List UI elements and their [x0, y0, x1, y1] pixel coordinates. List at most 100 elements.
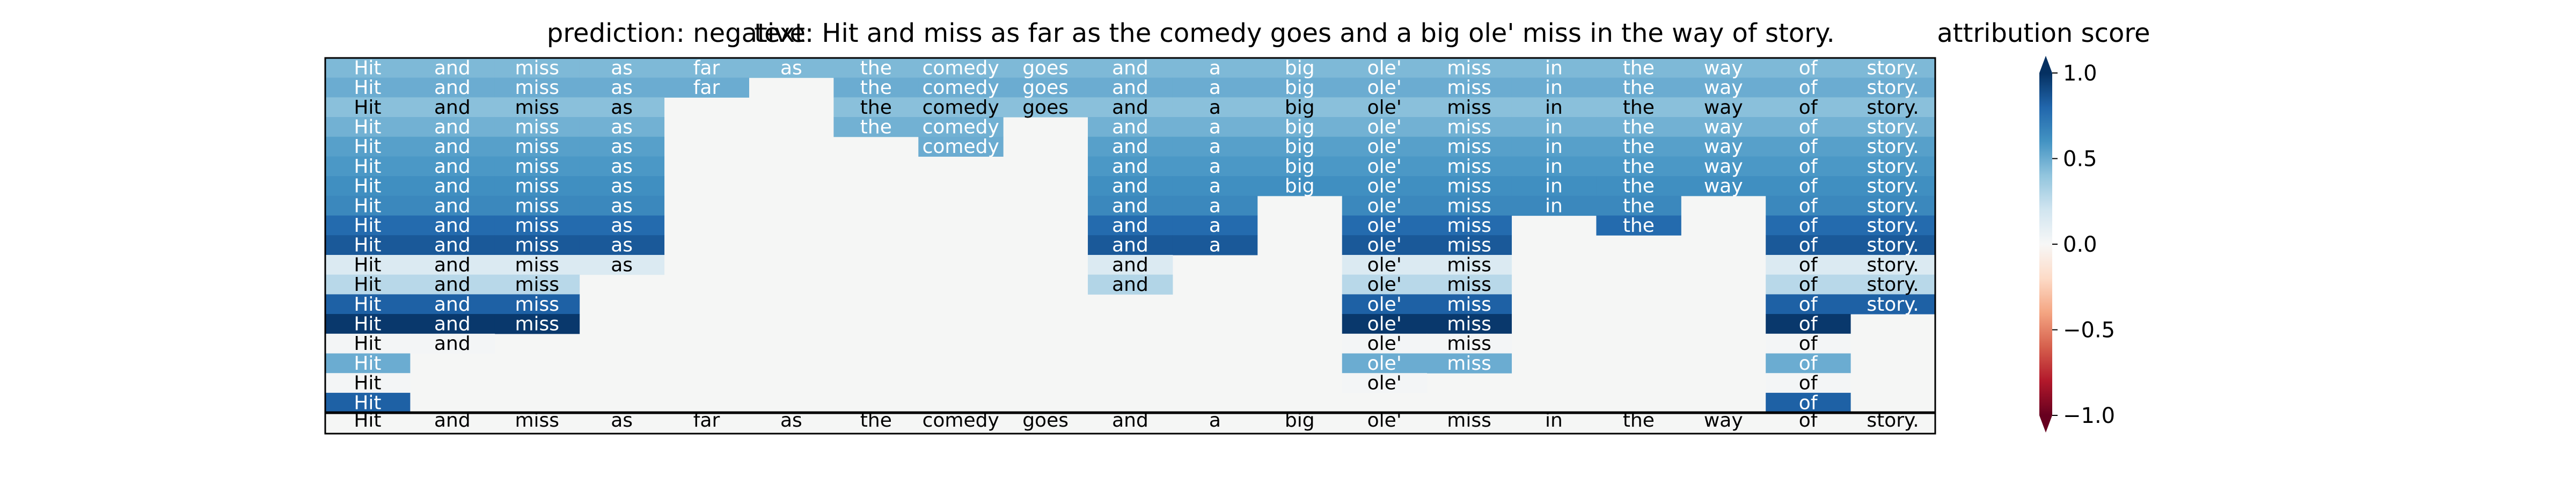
cell-token-label: Hit: [354, 57, 381, 79]
cell-token-label: a: [1209, 136, 1221, 158]
heatmap-cell: [494, 274, 580, 295]
cell-token-label: ole': [1367, 175, 1402, 197]
cell-token-label: ole': [1367, 97, 1402, 119]
heatmap-cell: [1511, 136, 1597, 157]
cell-token-label: ole': [1367, 254, 1402, 276]
cell-token-label: and: [434, 274, 471, 296]
heatmap-cell: [1426, 215, 1512, 236]
heatmap-cell: [1426, 274, 1512, 295]
cell-token-label: and: [434, 136, 471, 158]
cell-token-label: and: [1112, 156, 1148, 178]
heatmap-cell: [579, 77, 665, 98]
heatmap-cell: [1172, 215, 1258, 236]
cell-token-label: and: [1112, 175, 1148, 197]
heatmap-cell: [409, 136, 495, 157]
cell-token-label: of: [1799, 116, 1818, 138]
cell-token-label: and: [434, 77, 471, 99]
cell-token-label: the: [860, 57, 892, 79]
cell-token-label: Hit: [354, 254, 381, 276]
heatmap-cell: [1426, 235, 1512, 255]
heatmap-cell: [1342, 274, 1428, 295]
cell-token-label: miss: [1447, 136, 1491, 158]
bottom-token-label: Hit: [354, 409, 381, 431]
cell-token-label: of: [1799, 195, 1818, 217]
heatmap-frame: [324, 57, 1936, 435]
heatmap-cell: [409, 77, 495, 98]
bottom-token-label: the: [860, 409, 892, 431]
cell-token-label: ole': [1367, 274, 1402, 296]
heatmap-cell: [1426, 314, 1512, 334]
heatmap-cell: [1257, 97, 1343, 118]
cell-token-label: and: [434, 175, 471, 197]
heatmap-cell: [1088, 156, 1173, 177]
heatmap-cell: [918, 58, 1004, 78]
cell-token-label: Hit: [354, 353, 381, 375]
cell-token-label: miss: [1447, 97, 1491, 119]
cell-token-label: Hit: [354, 333, 381, 355]
cell-token-label: ole': [1367, 57, 1402, 79]
colorbar-tick-label: −0.5: [2063, 318, 2115, 343]
cell-token-label: of: [1799, 294, 1818, 316]
cell-token-label: big: [1285, 156, 1315, 178]
colorbar-extend-max: [2039, 56, 2052, 73]
heatmap-cell: [1172, 176, 1258, 196]
cell-token-label: miss: [1447, 156, 1491, 178]
cell-token-label: miss: [515, 274, 559, 296]
heatmap-cell: [1596, 136, 1681, 157]
cell-token-label: goes: [1022, 97, 1069, 119]
heatmap-cell: [494, 77, 580, 98]
cell-token-label: a: [1209, 97, 1221, 119]
heatmap-cell: [1088, 97, 1173, 118]
heatmap-cell: [1342, 156, 1428, 177]
heatmap-cell: [325, 392, 411, 413]
heatmap-cell: [579, 117, 665, 137]
cell-token-label: miss: [515, 254, 559, 276]
cell-token-label: a: [1209, 215, 1221, 237]
heatmap-cell: [409, 215, 495, 236]
heatmap-cell: [494, 97, 580, 118]
heatmap-cell: [664, 58, 749, 78]
heatmap-cell: [409, 156, 495, 177]
cell-token-label: far: [693, 57, 720, 79]
cell-token-label: and: [1112, 77, 1148, 99]
heatmap-cell: [579, 97, 665, 118]
heatmap-cell: [749, 58, 834, 78]
heatmap-cell: [1766, 353, 1851, 374]
cell-token-label: of: [1799, 215, 1818, 237]
cell-token-label: miss: [1447, 294, 1491, 316]
bottom-token-label: in: [1545, 409, 1563, 431]
heatmap-cell: [1342, 58, 1428, 78]
cell-token-label: Hit: [354, 77, 381, 99]
cell-token-label: and: [1112, 57, 1148, 79]
cell-token-label: as: [611, 116, 633, 138]
cell-token-label: miss: [515, 116, 559, 138]
cell-token-label: ole': [1367, 333, 1402, 355]
heatmap-cell: [1511, 58, 1597, 78]
cell-token-label: as: [611, 254, 633, 276]
heatmap-cell: [1850, 255, 1936, 275]
heatmap-cell: [1172, 136, 1258, 157]
cell-token-label: ole': [1367, 215, 1402, 237]
cell-token-label: of: [1799, 333, 1818, 355]
heatmap-cell: [1257, 136, 1343, 157]
cell-token-label: of: [1799, 77, 1818, 99]
heatmap-cell: [325, 77, 411, 98]
heatmap-cell: [1681, 176, 1766, 196]
cell-token-label: in: [1545, 156, 1563, 178]
cell-token-label: of: [1799, 313, 1818, 335]
heatmap-cell: [1342, 353, 1428, 374]
cell-token-label: miss: [515, 313, 559, 335]
heatmap-cell: [1766, 97, 1851, 118]
cell-token-label: Hit: [354, 235, 381, 257]
heatmap-cell: [1511, 77, 1597, 98]
cell-token-label: a: [1209, 235, 1221, 257]
cell-token-label: and: [434, 215, 471, 237]
cell-token-label: Hit: [354, 372, 381, 394]
cell-token-label: and: [1112, 235, 1148, 257]
cell-token-label: Hit: [354, 195, 381, 217]
cell-token-label: way: [1704, 175, 1743, 197]
bottom-token-label: and: [434, 409, 471, 431]
heatmap-cell: [1426, 117, 1512, 137]
heatmap-cell: [1342, 373, 1428, 393]
heatmap-cell: [1003, 97, 1088, 118]
